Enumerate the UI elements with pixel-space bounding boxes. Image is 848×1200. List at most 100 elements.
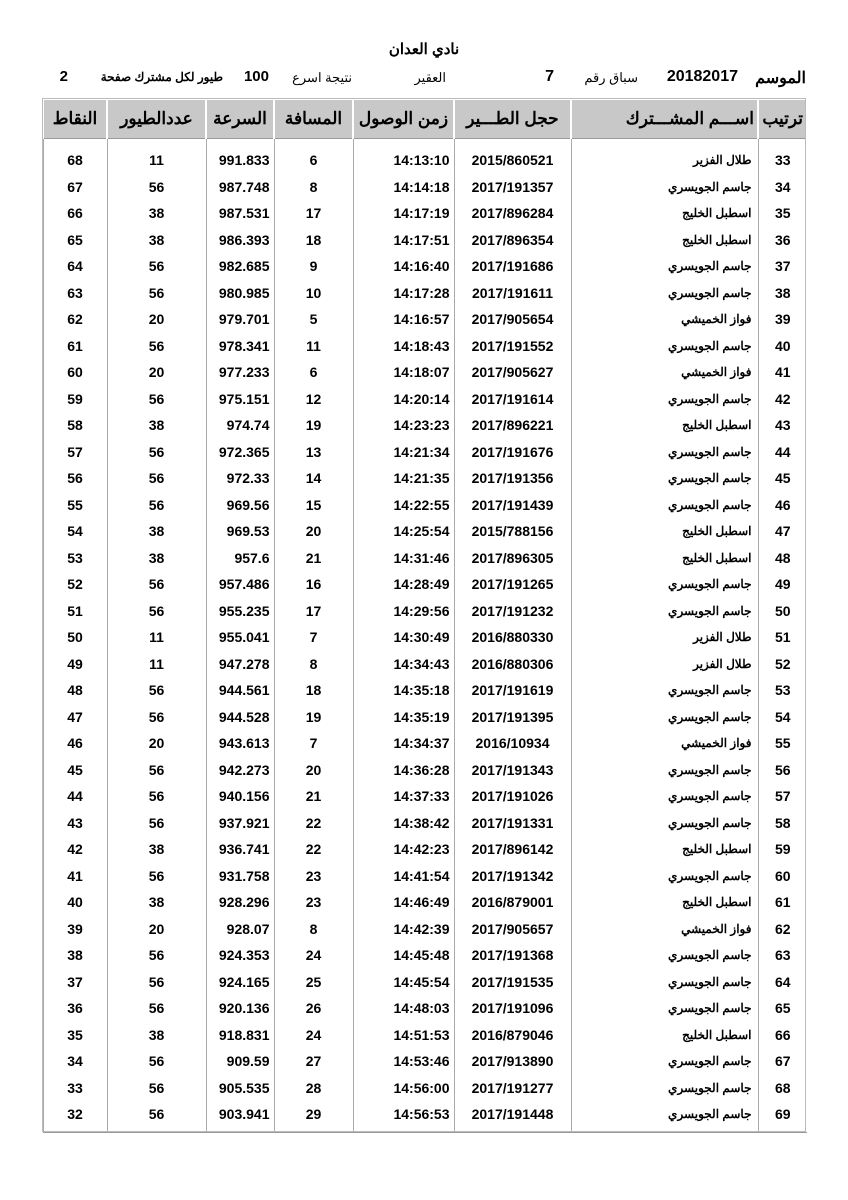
cell-rank: 42 bbox=[757, 385, 807, 412]
cell-bird-count: 56 bbox=[106, 1074, 206, 1101]
cell-speed: 987.748 bbox=[205, 173, 274, 200]
cell-participant-name: جاسم الجويسري bbox=[570, 491, 758, 518]
cell-rank: 65 bbox=[757, 995, 807, 1022]
cell-bird-count: 38 bbox=[106, 889, 206, 916]
cell-speed: 936.741 bbox=[205, 836, 274, 863]
cell-rank: 60 bbox=[757, 862, 807, 889]
cell-ring-number: 2017/191096 bbox=[453, 995, 571, 1022]
cell-points: 64 bbox=[42, 253, 107, 280]
cell-bird-count: 56 bbox=[106, 677, 206, 704]
cell-speed: 903.941 bbox=[205, 1101, 274, 1133]
cell-arrival-time: 14:34:43 bbox=[352, 650, 454, 677]
cell-ring-number: 2017/896142 bbox=[453, 836, 571, 863]
cell-ring-number: 2017/191343 bbox=[453, 756, 571, 783]
cell-distance: 23 bbox=[273, 862, 353, 889]
cell-points: 39 bbox=[42, 915, 107, 942]
cell-ring-number: 2017/896354 bbox=[453, 226, 571, 253]
table-row: 63 جاسم الجويسري 2017/191368 14:45:48 24 924.… bbox=[42, 942, 807, 969]
cell-rank: 38 bbox=[757, 279, 807, 306]
cell-rank: 68 bbox=[757, 1074, 807, 1101]
cell-points: 38 bbox=[42, 942, 107, 969]
cell-distance: 8 bbox=[273, 173, 353, 200]
cell-arrival-time: 14:29:56 bbox=[352, 597, 454, 624]
cell-distance: 15 bbox=[273, 491, 353, 518]
cell-rank: 43 bbox=[757, 412, 807, 439]
cell-points: 37 bbox=[42, 968, 107, 995]
cell-arrival-time: 14:16:57 bbox=[352, 306, 454, 333]
cell-bird-count: 56 bbox=[106, 995, 206, 1022]
cell-arrival-time: 14:51:53 bbox=[352, 1021, 454, 1048]
cell-points: 68 bbox=[42, 138, 107, 174]
cell-participant-name: جاسم الجويسري bbox=[570, 1074, 758, 1101]
table-row: 39 فواز الخميشي 2017/905654 14:16:57 5 979.70… bbox=[42, 306, 807, 333]
result-label: نتيجة اسرع bbox=[292, 70, 352, 85]
cell-speed: 924.165 bbox=[205, 968, 274, 995]
cell-distance: 16 bbox=[273, 571, 353, 598]
cell-distance: 9 bbox=[273, 253, 353, 280]
table-row: 52 طلال الفزير 2016/880306 14:34:43 8 947.278… bbox=[42, 650, 807, 677]
cell-distance: 22 bbox=[273, 836, 353, 863]
cell-speed: 955.235 bbox=[205, 597, 274, 624]
cell-bird-count: 56 bbox=[106, 438, 206, 465]
cell-distance: 21 bbox=[273, 544, 353, 571]
cell-arrival-time: 14:35:18 bbox=[352, 677, 454, 704]
cell-distance: 7 bbox=[273, 730, 353, 757]
cell-rank: 66 bbox=[757, 1021, 807, 1048]
cell-rank: 33 bbox=[757, 138, 807, 174]
cell-distance: 23 bbox=[273, 889, 353, 916]
cell-points: 34 bbox=[42, 1048, 107, 1075]
cell-distance: 7 bbox=[273, 624, 353, 651]
table-row: 66 اسطبل الخليج 2016/879046 14:51:53 24 918.8… bbox=[42, 1021, 807, 1048]
cell-arrival-time: 14:18:43 bbox=[352, 332, 454, 359]
cell-rank: 47 bbox=[757, 518, 807, 545]
table-row: 47 اسطبل الخليج 2015/788156 14:25:54 20 969.5… bbox=[42, 518, 807, 545]
cell-speed: 957.6 bbox=[205, 544, 274, 571]
cell-participant-name: جاسم الجويسري bbox=[570, 571, 758, 598]
cell-participant-name: جاسم الجويسري bbox=[570, 756, 758, 783]
cell-ring-number: 2017/191611 bbox=[453, 279, 571, 306]
cell-participant-name: جاسم الجويسري bbox=[570, 995, 758, 1022]
cell-bird-count: 38 bbox=[106, 200, 206, 227]
table-row: 33 طلال الفزير 2015/860521 14:13:10 6 991.833… bbox=[42, 138, 807, 174]
cell-speed: 905.535 bbox=[205, 1074, 274, 1101]
cell-participant-name: جاسم الجويسري bbox=[570, 783, 758, 810]
cell-participant-name: طلال الفزير bbox=[570, 138, 758, 174]
cell-ring-number: 2017/905657 bbox=[453, 915, 571, 942]
cell-distance: 6 bbox=[273, 359, 353, 386]
cell-ring-number: 2017/905627 bbox=[453, 359, 571, 386]
cell-participant-name: جاسم الجويسري bbox=[570, 703, 758, 730]
cell-rank: 37 bbox=[757, 253, 807, 280]
cell-participant-name: جاسم الجويسري bbox=[570, 597, 758, 624]
cell-points: 50 bbox=[42, 624, 107, 651]
cell-speed: 940.156 bbox=[205, 783, 274, 810]
table-row: 45 جاسم الجويسري 2017/191356 14:21:35 14 972.… bbox=[42, 465, 807, 492]
cell-arrival-time: 14:17:51 bbox=[352, 226, 454, 253]
cell-rank: 55 bbox=[757, 730, 807, 757]
cell-points: 65 bbox=[42, 226, 107, 253]
cell-arrival-time: 14:34:37 bbox=[352, 730, 454, 757]
table-row: 48 اسطبل الخليج 2017/896305 14:31:46 21 957.6… bbox=[42, 544, 807, 571]
table-row: 49 جاسم الجويسري 2017/191265 14:28:49 16 957.… bbox=[42, 571, 807, 598]
cell-bird-count: 11 bbox=[106, 138, 206, 174]
cell-bird-count: 56 bbox=[106, 253, 206, 280]
season-label: الموسم bbox=[755, 70, 806, 87]
cell-speed: 944.528 bbox=[205, 703, 274, 730]
cell-participant-name: جاسم الجويسري bbox=[570, 1048, 758, 1075]
cell-points: 55 bbox=[42, 491, 107, 518]
cell-arrival-time: 14:22:55 bbox=[352, 491, 454, 518]
cell-distance: 18 bbox=[273, 226, 353, 253]
cell-bird-count: 56 bbox=[106, 385, 206, 412]
race-value: 7 bbox=[545, 68, 554, 85]
cell-bird-count: 56 bbox=[106, 756, 206, 783]
cell-arrival-time: 14:46:49 bbox=[352, 889, 454, 916]
cell-ring-number: 2017/191232 bbox=[453, 597, 571, 624]
cell-points: 47 bbox=[42, 703, 107, 730]
cell-bird-count: 38 bbox=[106, 836, 206, 863]
table-row: 34 جاسم الجويسري 2017/191357 14:14:18 8 987.7… bbox=[42, 173, 807, 200]
cell-points: 44 bbox=[42, 783, 107, 810]
cell-rank: 44 bbox=[757, 438, 807, 465]
cell-bird-count: 38 bbox=[106, 518, 206, 545]
cell-distance: 28 bbox=[273, 1074, 353, 1101]
cell-bird-count: 56 bbox=[106, 571, 206, 598]
cell-distance: 20 bbox=[273, 756, 353, 783]
